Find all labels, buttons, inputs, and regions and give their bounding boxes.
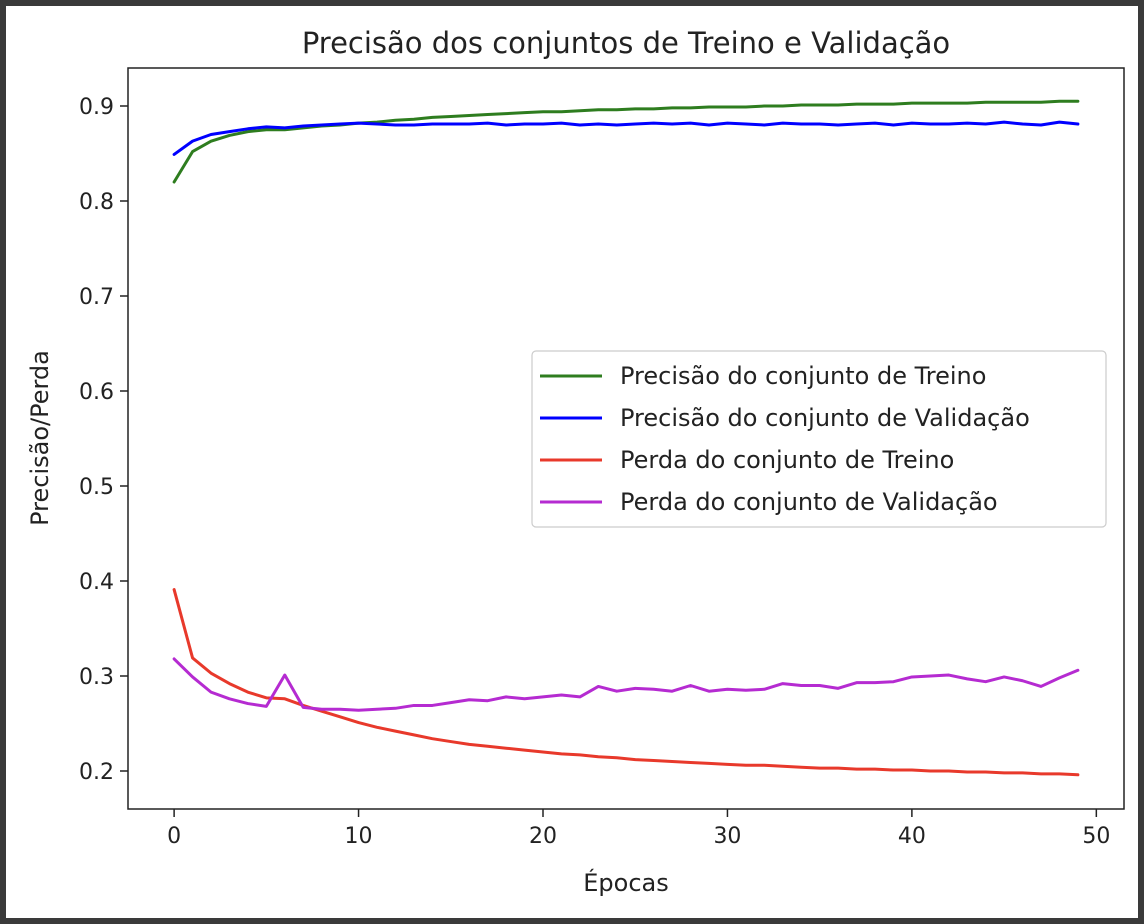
x-tick-label: 20: [529, 824, 557, 849]
y-tick-label: 0.6: [79, 380, 114, 405]
x-axis-title: Épocas: [583, 868, 669, 897]
x-tick-label: 0: [167, 824, 181, 849]
x-tick-label: 10: [345, 824, 373, 849]
y-axis: 0.2 0.3 0.4 0.5 0.6 0.7 0.8 0.9: [79, 95, 128, 785]
chart-title: Precisão dos conjuntos de Treino e Valid…: [302, 26, 950, 60]
y-tick-label: 0.9: [79, 95, 114, 120]
x-tick-label: 50: [1082, 824, 1110, 849]
y-tick-label: 0.2: [79, 760, 114, 785]
legend-label-3: Perda do conjunto de Validação: [620, 488, 998, 516]
series-line-1: [172, 120, 1080, 156]
legend-label-1: Precisão do conjunto de Validação: [620, 404, 1030, 432]
line-chart: Precisão dos conjuntos de Treino e Valid…: [26, 26, 1125, 897]
y-tick-label: 0.7: [79, 285, 114, 310]
legend: Precisão do conjunto de Treino Precisão d…: [531, 350, 1107, 528]
x-axis: 0 10 20 30 40 50: [167, 809, 1110, 849]
plot-lines: [172, 99, 1080, 777]
legend-label-2: Perda do conjunto de Treino: [620, 446, 954, 474]
series-line-0: [172, 99, 1080, 184]
legend-label-0: Precisão do conjunto de Treino: [620, 362, 986, 390]
figure: Precisão dos conjuntos de Treino e Valid…: [6, 6, 1138, 918]
x-tick-label: 30: [713, 824, 741, 849]
series-line-2: [172, 588, 1080, 777]
legend-frame: [531, 350, 1107, 528]
y-axis-title: Precisão/Perda: [26, 350, 54, 526]
series-line-3: [172, 657, 1080, 712]
y-tick-label: 0.4: [79, 570, 114, 595]
plot-frame: [127, 67, 1125, 810]
y-tick-label: 0.5: [79, 475, 114, 500]
y-tick-label: 0.3: [79, 665, 114, 690]
x-tick-label: 40: [898, 824, 926, 849]
y-tick-label: 0.8: [79, 190, 114, 215]
